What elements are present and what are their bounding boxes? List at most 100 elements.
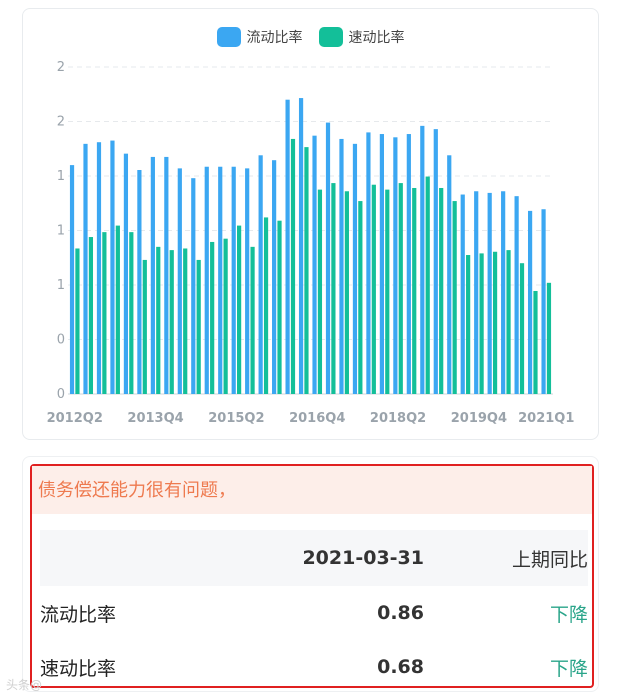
bar-current-ratio[interactable] bbox=[474, 191, 479, 394]
bar-current-ratio[interactable] bbox=[460, 194, 465, 394]
bar-current-ratio[interactable] bbox=[379, 134, 384, 394]
bar-current-ratio[interactable] bbox=[393, 137, 398, 394]
bar-current-ratio[interactable] bbox=[83, 143, 88, 394]
bar-quick-ratio[interactable] bbox=[129, 232, 134, 394]
bar-current-ratio[interactable] bbox=[272, 160, 277, 394]
bar-current-ratio[interactable] bbox=[339, 138, 344, 394]
bar-current-ratio[interactable] bbox=[325, 122, 331, 394]
bar-quick-ratio[interactable] bbox=[115, 225, 120, 394]
bar-current-ratio[interactable] bbox=[527, 210, 533, 394]
x-tick-label: 2015Q2 bbox=[208, 411, 264, 426]
bar-quick-ratio[interactable] bbox=[237, 225, 242, 394]
row-value: 0.86 bbox=[377, 602, 424, 624]
bar-quick-ratio[interactable] bbox=[88, 237, 94, 394]
chart-card: 流动比率 速动比率 2 2 1 1 1 0 0 2012Q2 2013Q4 2015Q2 2016Q… bbox=[22, 8, 599, 440]
legend-label-current-ratio: 流动比率 bbox=[246, 30, 303, 46]
bar-quick-ratio[interactable] bbox=[290, 138, 296, 394]
bar-quick-ratio[interactable] bbox=[492, 251, 498, 394]
bar-current-ratio[interactable] bbox=[245, 168, 250, 394]
bar-quick-ratio[interactable] bbox=[533, 290, 538, 394]
bar-current-ratio[interactable] bbox=[69, 165, 75, 394]
chart-legend: 流动比率 速动比率 bbox=[23, 27, 598, 47]
highlight-box: 债务偿还能力很有问题， 2021-03-31 上期同比 流动比率 0.86 下降… bbox=[30, 464, 594, 688]
bar-current-ratio[interactable] bbox=[406, 134, 411, 394]
bar-current-ratio[interactable] bbox=[514, 196, 519, 394]
bar-quick-ratio[interactable] bbox=[425, 176, 430, 394]
legend-swatch-current-ratio bbox=[216, 27, 241, 47]
table-header-row: 2021-03-31 上期同比 bbox=[40, 530, 588, 586]
bar-quick-ratio[interactable] bbox=[210, 241, 215, 394]
bar-quick-ratio[interactable] bbox=[546, 282, 552, 394]
y-tick-label: 1 bbox=[57, 169, 65, 184]
bar-current-ratio[interactable] bbox=[501, 191, 506, 394]
x-tick-label: 2016Q4 bbox=[289, 411, 345, 426]
bar-quick-ratio[interactable] bbox=[519, 263, 525, 394]
bar-current-ratio[interactable] bbox=[177, 168, 182, 394]
bar-quick-ratio[interactable] bbox=[506, 250, 511, 394]
row-name: 速动比率 bbox=[40, 657, 117, 680]
x-tick-label: 2019Q4 bbox=[451, 411, 507, 426]
bar-current-ratio[interactable] bbox=[420, 125, 425, 395]
bar-current-ratio[interactable] bbox=[433, 129, 438, 394]
row-value: 0.68 bbox=[377, 656, 424, 678]
bar-current-ratio[interactable] bbox=[231, 166, 236, 394]
bar-current-ratio[interactable] bbox=[312, 135, 317, 395]
bar-quick-ratio[interactable] bbox=[250, 246, 255, 394]
x-tick-label: 2021Q1 bbox=[518, 411, 574, 426]
bar-current-ratio[interactable] bbox=[285, 99, 290, 394]
legend-item-current-ratio[interactable]: 流动比率 bbox=[216, 27, 303, 47]
bar-quick-ratio[interactable] bbox=[452, 201, 457, 394]
bar-current-ratio[interactable] bbox=[137, 170, 142, 394]
legend-label-quick-ratio: 速动比率 bbox=[348, 30, 405, 46]
bar-current-ratio[interactable] bbox=[366, 132, 371, 394]
row-change: 下降 bbox=[549, 603, 588, 626]
y-tick-label: 2 bbox=[57, 60, 65, 75]
bar-quick-ratio[interactable] bbox=[169, 250, 174, 394]
x-tick-label: 2012Q2 bbox=[47, 411, 103, 426]
bar-current-ratio[interactable] bbox=[298, 98, 304, 394]
bar-quick-ratio[interactable] bbox=[371, 184, 376, 394]
bar-quick-ratio[interactable] bbox=[75, 248, 80, 394]
bar-quick-ratio[interactable] bbox=[263, 217, 269, 394]
bar-quick-ratio[interactable] bbox=[277, 220, 282, 394]
bar-quick-ratio[interactable] bbox=[102, 232, 107, 394]
y-tick-label: 0 bbox=[57, 387, 65, 402]
bar-quick-ratio[interactable] bbox=[479, 253, 484, 394]
bar-quick-ratio[interactable] bbox=[358, 201, 363, 394]
legend-item-quick-ratio[interactable]: 速动比率 bbox=[318, 27, 405, 47]
bar-quick-ratio[interactable] bbox=[412, 187, 417, 394]
bar-current-ratio[interactable] bbox=[164, 156, 169, 394]
table-row: 流动比率 0.86 下降 bbox=[40, 586, 588, 640]
bar-quick-ratio[interactable] bbox=[439, 187, 444, 394]
bar-quick-ratio[interactable] bbox=[317, 189, 323, 394]
x-tick-label: 2013Q4 bbox=[127, 411, 183, 426]
bar-quick-ratio[interactable] bbox=[142, 259, 147, 394]
bar-current-ratio[interactable] bbox=[191, 178, 196, 394]
bar-current-ratio[interactable] bbox=[258, 155, 263, 394]
bar-quick-ratio[interactable] bbox=[466, 255, 471, 394]
row-change: 下降 bbox=[549, 657, 588, 680]
y-tick-label: 0 bbox=[57, 333, 65, 348]
bar-quick-ratio[interactable] bbox=[331, 183, 336, 394]
bar-current-ratio[interactable] bbox=[123, 153, 129, 394]
bar-current-ratio[interactable] bbox=[204, 166, 209, 394]
row-name: 流动比率 bbox=[40, 603, 117, 626]
y-tick-label: 1 bbox=[57, 224, 65, 239]
bar-quick-ratio[interactable] bbox=[196, 259, 201, 394]
bar-current-ratio[interactable] bbox=[352, 143, 358, 394]
bar-current-ratio[interactable] bbox=[487, 192, 492, 394]
bar-quick-ratio[interactable] bbox=[183, 248, 188, 394]
bar-quick-ratio[interactable] bbox=[304, 147, 309, 394]
bar-current-ratio[interactable] bbox=[150, 156, 155, 394]
bar-quick-ratio[interactable] bbox=[385, 189, 390, 394]
bar-current-ratio[interactable] bbox=[96, 142, 102, 394]
bar-current-ratio[interactable] bbox=[110, 140, 115, 394]
bar-quick-ratio[interactable] bbox=[223, 238, 228, 394]
bar-quick-ratio[interactable] bbox=[398, 183, 403, 394]
bar-current-ratio[interactable] bbox=[447, 155, 452, 394]
bar-current-ratio[interactable] bbox=[541, 209, 546, 394]
bar-quick-ratio[interactable] bbox=[156, 246, 161, 394]
bar-current-ratio[interactable] bbox=[218, 166, 223, 394]
bar-quick-ratio[interactable] bbox=[344, 191, 349, 394]
header-date: 2021-03-31 bbox=[302, 547, 424, 569]
